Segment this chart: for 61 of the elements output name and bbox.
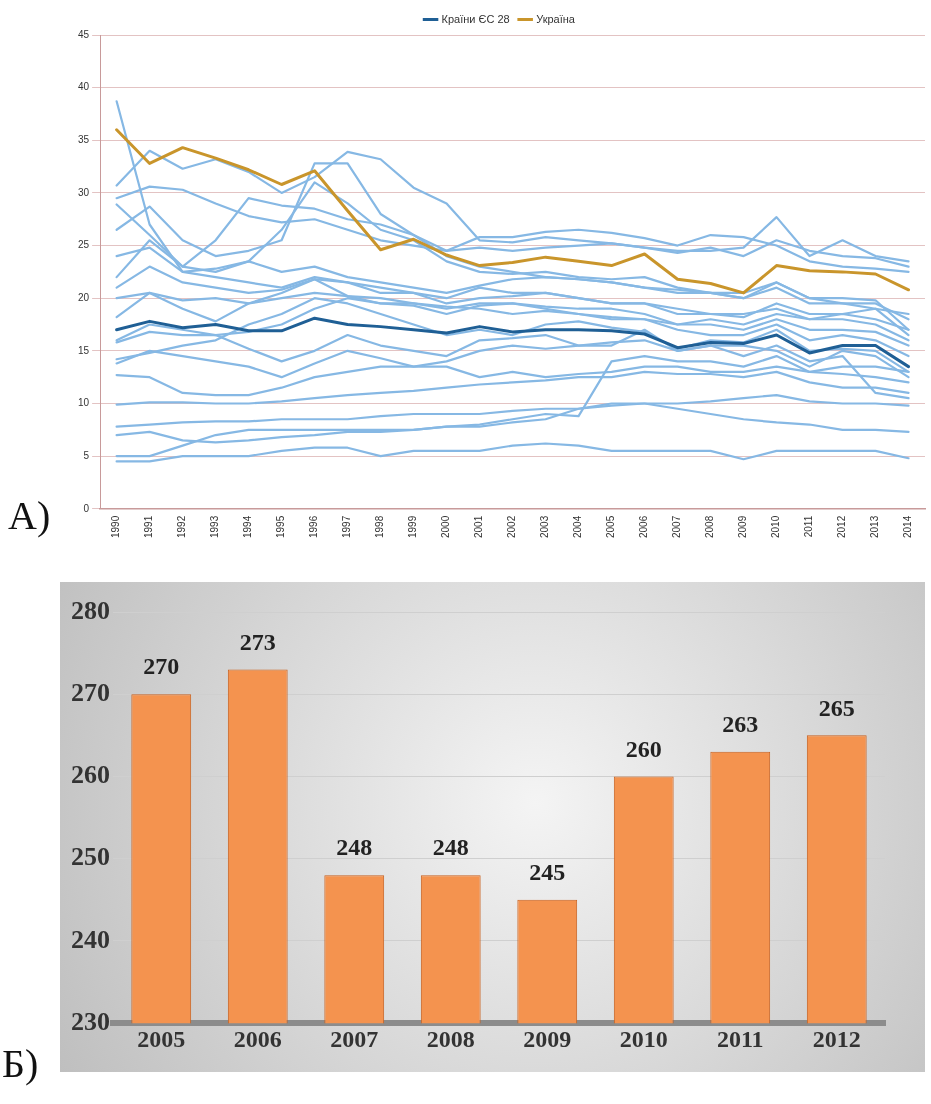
x-tick-label: 2004 xyxy=(572,515,584,538)
x-tick-label: 2001 xyxy=(473,515,485,538)
y-tick-label: 0 xyxy=(83,502,90,514)
y-tick-label: 230 xyxy=(71,1006,110,1036)
y-tick-label: 260 xyxy=(71,760,110,790)
x-tick-label: 1992 xyxy=(176,515,188,538)
x-tick-label: 2010 xyxy=(770,515,782,538)
y-tick-label: 250 xyxy=(71,842,110,872)
data-label: 270 xyxy=(143,653,180,680)
x-tick-label: 1994 xyxy=(242,515,254,538)
data-label: 273 xyxy=(239,628,276,655)
x-tick-label: 2005 xyxy=(137,1025,186,1052)
x-tick-label: 2003 xyxy=(539,515,551,538)
x-tick-label: 1993 xyxy=(209,515,221,538)
y-tick-label: 15 xyxy=(78,344,90,356)
y-tick-label: 10 xyxy=(78,397,90,409)
x-tick-label: 2006 xyxy=(638,515,650,538)
text: А) xyxy=(8,492,51,539)
x-tick-label: 2007 xyxy=(671,515,683,538)
y-tick-label: 30 xyxy=(78,186,90,198)
x-tick-label: 2007 xyxy=(330,1025,379,1052)
x-tick-label: 1998 xyxy=(374,515,386,538)
x-tick-label: 2012 xyxy=(812,1025,861,1052)
x-tick-label: 2002 xyxy=(506,515,518,538)
y-tick-label: 25 xyxy=(78,239,90,251)
x-tick-label: 2010 xyxy=(619,1025,668,1052)
x-tick-label: 2011 xyxy=(803,515,815,538)
x-tick-label: 1996 xyxy=(308,515,320,538)
x-tick-label: 2011 xyxy=(716,1025,764,1052)
data-label: 260 xyxy=(625,735,662,762)
legend-label: Україна xyxy=(536,12,576,25)
x-tick-label: 2006 xyxy=(233,1025,282,1052)
y-tick-label: 240 xyxy=(71,924,110,954)
y-tick-label: 280 xyxy=(71,595,110,625)
x-tick-label: 1995 xyxy=(275,515,287,538)
legend-label: Країни ЄС 28 xyxy=(441,12,510,25)
x-tick-label: 2008 xyxy=(426,1025,475,1052)
text: Б) xyxy=(2,1040,39,1087)
data-label: 265 xyxy=(818,694,855,721)
x-tick-label: 1991 xyxy=(143,515,155,538)
x-tick-label: 2009 xyxy=(737,515,749,538)
y-tick-label: 5 xyxy=(83,449,90,461)
x-tick-label: 2013 xyxy=(869,515,881,538)
x-tick-label: 1990 xyxy=(110,515,122,538)
y-tick-label: 35 xyxy=(78,134,90,146)
x-tick-label: 1997 xyxy=(341,515,353,538)
data-label: 248 xyxy=(432,834,469,861)
data-label: 245 xyxy=(529,859,566,886)
x-tick-label: 2005 xyxy=(605,515,617,538)
data-label: 263 xyxy=(722,711,759,738)
y-tick-label: 270 xyxy=(71,677,110,707)
x-tick-label: 2009 xyxy=(523,1025,572,1052)
data-label: 248 xyxy=(336,834,373,861)
x-tick-label: 2008 xyxy=(704,515,716,538)
x-tick-label: 2012 xyxy=(836,515,848,538)
y-tick-label: 45 xyxy=(78,28,90,40)
x-tick-label: 1999 xyxy=(407,515,419,538)
y-tick-label: 40 xyxy=(78,81,90,93)
y-tick-label: 20 xyxy=(78,291,90,303)
x-tick-label: 2014 xyxy=(902,515,914,538)
x-tick-label: 2000 xyxy=(440,515,452,538)
